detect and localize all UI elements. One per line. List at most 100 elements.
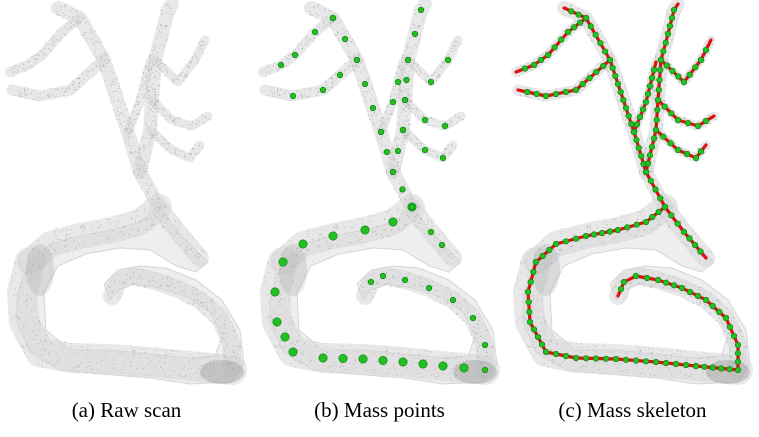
limb-surface (400, 95, 466, 131)
mass-point (399, 126, 407, 134)
mass-point (670, 282, 678, 289)
mass-point (620, 278, 628, 286)
mass-point (653, 116, 660, 124)
caption-b: (b) Mass points (314, 398, 445, 422)
mass-point (642, 98, 650, 106)
mass-point (564, 28, 572, 36)
caption-a: (a) Raw scan (71, 398, 182, 422)
mass-point (654, 106, 661, 114)
mass-point (609, 64, 616, 72)
mass-point (657, 66, 664, 74)
mass-point (632, 357, 640, 364)
mass-point (572, 354, 580, 362)
mass-point (694, 122, 702, 130)
mass-point (664, 30, 672, 38)
mass-point (526, 318, 534, 326)
mass-point (666, 22, 674, 30)
mass-point (298, 239, 308, 249)
mass-point (537, 56, 545, 64)
mass-point (597, 40, 604, 47)
mass-point (734, 341, 742, 349)
mass-point (532, 258, 540, 266)
mass-point (709, 302, 716, 310)
panel-mass-skeleton: (c) Mass skeleton (506, 0, 759, 437)
mass-point (289, 92, 297, 100)
mass-point (654, 96, 662, 104)
mass-point (427, 78, 435, 86)
mass-point (538, 341, 546, 348)
mass-point (644, 160, 652, 167)
mass-point (648, 143, 656, 150)
mass-point (592, 31, 599, 38)
mass-point (552, 90, 560, 98)
mass-point (378, 355, 388, 365)
mass-point (636, 113, 644, 121)
mass-point (692, 64, 699, 71)
limb-surface (258, 13, 338, 77)
mass-point (622, 104, 630, 112)
mass-points (521, 6, 742, 374)
limb-surface (17, 194, 172, 275)
mass-point (270, 287, 280, 297)
mass-point (701, 363, 708, 370)
mass-point (660, 133, 667, 140)
mass-point (669, 67, 676, 75)
mass-point (449, 296, 457, 304)
base-shadow (453, 360, 497, 384)
mass-point (277, 61, 285, 69)
mass-point (638, 152, 645, 160)
mass-point (702, 117, 710, 125)
mass-point (635, 144, 642, 152)
mass-point (598, 229, 606, 237)
mass-point (318, 353, 328, 363)
mass-point (539, 252, 546, 260)
skeleton-edge (516, 58, 612, 98)
mass-point (367, 278, 375, 286)
mass-point (521, 65, 529, 72)
mass-point (592, 355, 600, 362)
mass-point (709, 364, 716, 371)
mass-point (417, 6, 425, 14)
mass-point (444, 56, 452, 64)
mass-point (394, 78, 402, 86)
mass-point (328, 231, 338, 241)
mass-point (734, 366, 742, 374)
mass-point (680, 78, 688, 86)
mass-point (586, 74, 593, 82)
mass-point (734, 358, 742, 365)
mass-point (399, 186, 406, 193)
mass-point (657, 195, 664, 202)
mass-point (722, 314, 730, 322)
mass-point (602, 48, 609, 55)
mass-point (692, 154, 700, 162)
limb-surface (5, 13, 85, 77)
mass-point (530, 61, 538, 69)
mass-point (369, 104, 377, 112)
mass-point (439, 154, 447, 162)
mass-point (647, 177, 654, 184)
base-shadow (200, 360, 244, 384)
mass-point (336, 71, 344, 79)
mass-point (280, 332, 290, 342)
mass-point (438, 361, 448, 371)
mass-point (572, 235, 580, 242)
mass-point (377, 128, 385, 136)
mass-point (726, 323, 734, 331)
mass-point (633, 121, 641, 128)
mass-point (617, 88, 624, 96)
mass-point (576, 19, 584, 26)
mass-point (670, 6, 678, 14)
limb-surface (398, 125, 458, 163)
mass-point (590, 231, 598, 238)
mass-point (606, 228, 614, 235)
panel-a-canvas (5, 0, 247, 385)
mass-point (612, 72, 619, 80)
limb-surface (147, 95, 213, 131)
mass-point (552, 240, 560, 248)
mass-point (625, 112, 632, 120)
mass-point (675, 73, 682, 80)
mass-point (614, 226, 622, 234)
mass-point (552, 350, 560, 358)
mass-point (620, 96, 627, 104)
mass-point (680, 228, 688, 236)
